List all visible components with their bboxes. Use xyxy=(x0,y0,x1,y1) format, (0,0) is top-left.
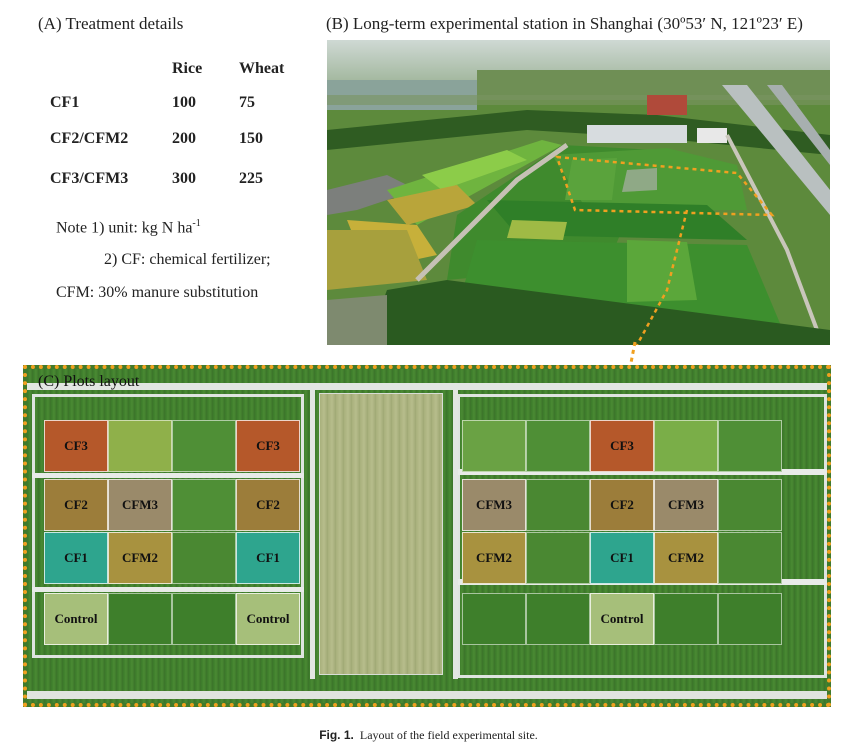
panel-c-title: (C) Plots layout xyxy=(38,373,140,390)
plot-cf1: CF1 xyxy=(236,532,300,584)
plot-unlabeled xyxy=(108,593,172,645)
plot-unlabeled xyxy=(654,420,718,472)
plot-control: Control xyxy=(44,593,108,645)
plot-cf2: CF2 xyxy=(44,479,108,531)
cf2-rice-value: 200 xyxy=(172,130,196,147)
plot-unlabeled xyxy=(526,420,590,472)
figure-label: Fig. 1. xyxy=(319,728,354,742)
plot-cf1: CF1 xyxy=(44,532,108,584)
figure-caption: Fig. 1. Layout of the field experimental… xyxy=(0,728,857,743)
center-field xyxy=(319,393,443,675)
path-right-1 xyxy=(457,469,827,475)
path-left-2 xyxy=(32,587,304,592)
plot-unlabeled xyxy=(462,420,526,472)
road-bottom xyxy=(27,691,827,699)
note-cfm: CFM: 30% manure substitution xyxy=(56,284,259,301)
plot-cf3: CF3 xyxy=(44,420,108,472)
plot-cf3: CF3 xyxy=(236,420,300,472)
plot-unlabeled xyxy=(172,593,236,645)
column-header-rice: Rice xyxy=(172,60,203,77)
plot-unlabeled xyxy=(718,420,782,472)
panel-b-title: (B) Long-term experimental station in Sh… xyxy=(326,14,803,33)
plot-unlabeled xyxy=(654,593,718,645)
note-unit: Note 1) unit: kg N ha-1 xyxy=(56,218,201,237)
note-unit-superscript: -1 xyxy=(192,218,201,229)
plot-unlabeled xyxy=(172,479,236,531)
cf3-wheat-value: 225 xyxy=(239,170,263,187)
cf3-rice-value: 300 xyxy=(172,170,196,187)
plot-cfm2: CFM2 xyxy=(108,532,172,584)
cf2-wheat-value: 150 xyxy=(239,130,263,147)
plot-unlabeled xyxy=(172,532,236,584)
plot-unlabeled xyxy=(526,593,590,645)
plot-unlabeled xyxy=(526,479,590,531)
divider-vertical-left xyxy=(310,389,315,679)
cf1-wheat-value: 75 xyxy=(239,94,255,111)
left-block xyxy=(32,394,304,658)
plot-unlabeled xyxy=(718,532,782,584)
divider-vertical xyxy=(453,389,458,679)
row-label-cf1: CF1 xyxy=(50,94,80,111)
right-block xyxy=(457,394,827,678)
plot-cfm2: CFM2 xyxy=(654,532,718,584)
aerial-photo-drawing xyxy=(327,40,830,345)
row-label-cf2: CF2/CFM2 xyxy=(50,130,129,147)
plot-unlabeled xyxy=(108,420,172,472)
row-label-cf3: CF3/CFM3 xyxy=(50,170,129,187)
plot-cfm3: CFM3 xyxy=(462,479,526,531)
plot-cf2: CF2 xyxy=(590,479,654,531)
plot-unlabeled xyxy=(718,593,782,645)
path-left-1 xyxy=(32,473,304,478)
note-cf: 2) CF: chemical fertilizer; xyxy=(104,251,271,268)
road-top xyxy=(27,383,827,390)
plot-control: Control xyxy=(236,593,300,645)
plot-cf3: CF3 xyxy=(590,420,654,472)
cf1-rice-value: 100 xyxy=(172,94,196,111)
plot-cfm2: CFM2 xyxy=(462,532,526,584)
panel-a-title: (A) Treatment details xyxy=(38,14,184,33)
plot-cfm3: CFM3 xyxy=(108,479,172,531)
figure-caption-text: Layout of the field experimental site. xyxy=(359,728,538,742)
plot-unlabeled xyxy=(462,593,526,645)
note-unit-text: Note 1) unit: kg N ha xyxy=(56,219,193,237)
plot-unlabeled xyxy=(172,420,236,472)
plot-control: Control xyxy=(590,593,654,645)
aerial-photo xyxy=(327,40,830,345)
plot-cfm3: CFM3 xyxy=(654,479,718,531)
plot-unlabeled xyxy=(718,479,782,531)
plot-unlabeled xyxy=(526,532,590,584)
plot-cf2: CF2 xyxy=(236,479,300,531)
plot-cf1: CF1 xyxy=(590,532,654,584)
column-header-wheat: Wheat xyxy=(239,60,285,77)
